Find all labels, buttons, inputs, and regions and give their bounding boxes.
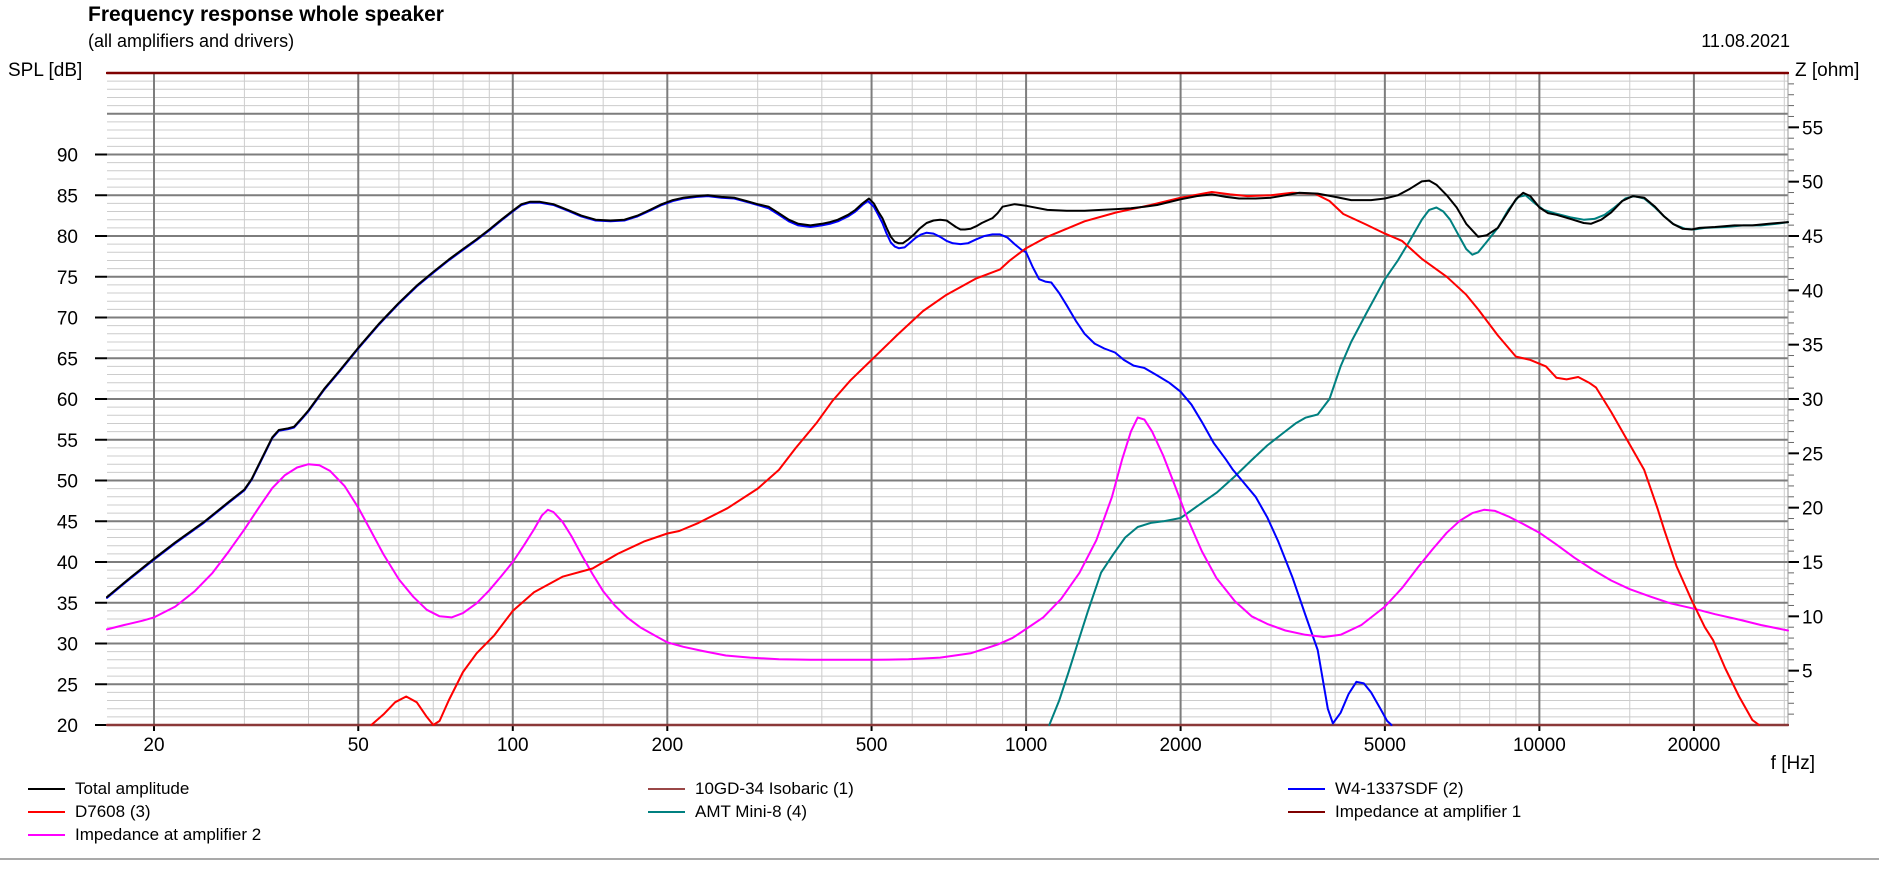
legend-item-amt-mini-8-4: AMT Mini-8 (4) xyxy=(648,801,807,823)
x-axis-title: f [Hz] xyxy=(1770,753,1815,774)
freq-tick-label: 10000 xyxy=(1513,735,1566,756)
z-tick-label: 15 xyxy=(1802,553,1823,574)
curve-d7608-3 xyxy=(370,191,1761,726)
spl-tick-label: 45 xyxy=(57,512,78,533)
z-tick-label: 55 xyxy=(1802,118,1823,139)
legend-label: Impedance at amplifier 1 xyxy=(1335,802,1522,821)
spl-tick-label: 50 xyxy=(57,472,78,493)
curve-total-amplitude xyxy=(106,179,1789,598)
spl-tick-label: 85 xyxy=(57,186,78,207)
z-tick-label: 20 xyxy=(1802,499,1823,520)
legend-label: 10GD-34 Isobaric (1) xyxy=(695,779,854,798)
legend-item-impedance-at-amplifier-2: Impedance at amplifier 2 xyxy=(28,824,261,846)
freq-tick-label: 200 xyxy=(651,735,683,756)
spl-tick-label: 90 xyxy=(57,146,78,167)
z-tick-label: 25 xyxy=(1802,444,1823,465)
spl-tick-label: 70 xyxy=(57,309,78,330)
legend-item-d7608-3: D7608 (3) xyxy=(28,801,151,823)
freq-tick-label: 100 xyxy=(497,735,529,756)
legend-line-swatch xyxy=(648,788,685,790)
legend-label: Impedance at amplifier 2 xyxy=(75,825,262,844)
freq-tick-label: 20000 xyxy=(1667,735,1720,756)
spl-tick-label: 30 xyxy=(57,635,78,656)
legend-label: Total amplitude xyxy=(75,779,190,798)
freq-tick-label: 5000 xyxy=(1364,735,1406,756)
z-tick-label: 30 xyxy=(1802,390,1823,411)
spl-tick-label: 65 xyxy=(57,349,78,370)
z-tick-label: 5 xyxy=(1802,662,1813,683)
legend-line-swatch xyxy=(28,811,65,813)
spl-tick-label: 60 xyxy=(57,390,78,411)
z-tick-label: 50 xyxy=(1802,173,1823,194)
legend-line-swatch xyxy=(1288,788,1325,790)
legend-line-swatch xyxy=(28,834,65,836)
z-tick-label: 45 xyxy=(1802,227,1823,248)
page-title: Frequency response whole speaker xyxy=(88,3,444,26)
legend-line-swatch xyxy=(28,788,65,790)
legend-line-swatch xyxy=(1288,811,1325,813)
freq-tick-label: 20 xyxy=(143,735,164,756)
left-axis-title: SPL [dB] xyxy=(8,60,83,81)
spl-tick-label: 35 xyxy=(57,594,78,615)
freq-tick-label: 500 xyxy=(856,735,888,756)
legend-item-10gd-34-isobaric-1: 10GD-34 Isobaric (1) xyxy=(648,778,854,800)
z-tick-label: 35 xyxy=(1802,336,1823,357)
spl-tick-label: 20 xyxy=(57,716,78,737)
right-axis-title: Z [ohm] xyxy=(1795,60,1860,81)
z-tick-label: 40 xyxy=(1802,281,1823,302)
legend-item-w4-1337sdf-2: W4-1337SDF (2) xyxy=(1288,778,1463,800)
spl-tick-label: 55 xyxy=(57,431,78,452)
legend-item-total-amplitude: Total amplitude xyxy=(28,778,189,800)
bottom-divider xyxy=(0,858,1879,860)
chart-date: 11.08.2021 xyxy=(1701,31,1790,51)
spl-tick-label: 25 xyxy=(57,675,78,696)
freq-tick-label: 2000 xyxy=(1159,735,1201,756)
curve-w4-1337sdf-2 xyxy=(106,195,1393,726)
curve-amt-mini-8-4 xyxy=(1048,194,1789,726)
legend-line-swatch xyxy=(648,811,685,813)
legend-item-impedance-at-amplifier-1: Impedance at amplifier 1 xyxy=(1288,801,1521,823)
spl-tick-label: 80 xyxy=(57,227,78,248)
freq-tick-label: 50 xyxy=(348,735,369,756)
legend-label: AMT Mini-8 (4) xyxy=(695,802,808,821)
z-tick-label: 10 xyxy=(1802,607,1823,628)
spl-tick-label: 75 xyxy=(57,268,78,289)
legend-label: W4-1337SDF (2) xyxy=(1335,779,1464,798)
freq-tick-label: 1000 xyxy=(1005,735,1047,756)
legend-label: D7608 (3) xyxy=(75,802,151,821)
curve-impedance-at-amplifier-2 xyxy=(106,416,1789,661)
chart-subtitle: (all amplifiers and drivers) xyxy=(88,31,295,51)
spl-tick-label: 40 xyxy=(57,553,78,574)
